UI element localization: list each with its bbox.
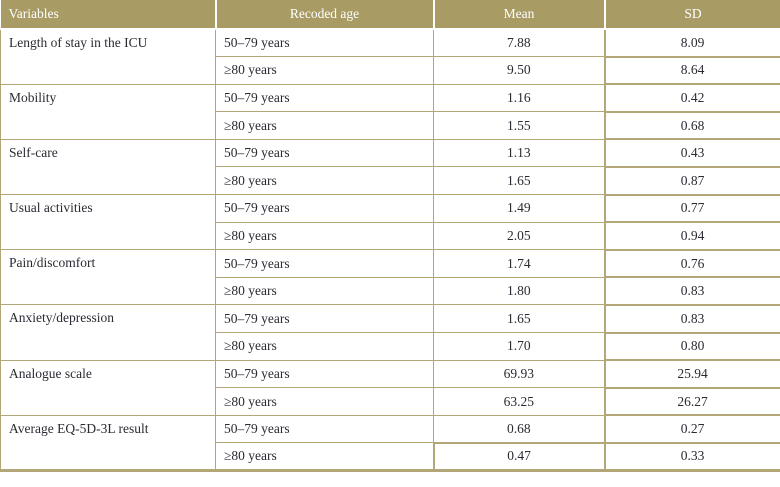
- table-body: Length of stay in the ICU 50–79 years 7.…: [0, 28, 780, 472]
- table-row: ≥80 years 9.50 8.64: [1, 55, 780, 86]
- mean-cell: 1.65: [433, 304, 605, 334]
- table-row: ≥80 years 63.25 26.27: [1, 386, 780, 417]
- variable-label: Pain/discomfort: [0, 249, 216, 306]
- variable-label: Average EQ-5D-3L result: [0, 414, 216, 472]
- mean-cell: 2.05: [433, 221, 605, 251]
- sd-cell: 8.09: [603, 28, 780, 58]
- table-row: Pain/discomfort 50–79 years 1.74 0.76: [0, 248, 780, 306]
- mean-cell: 7.88: [433, 28, 605, 58]
- mean-cell: 1.16: [433, 83, 605, 113]
- age-cell: ≥80 years: [215, 276, 434, 306]
- sd-cell: 0.87: [603, 165, 780, 196]
- sd-cell: 0.80: [603, 331, 780, 362]
- table-row: ≥80 years 1.65 0.87: [1, 165, 780, 196]
- mean-cell: 9.50: [433, 56, 605, 85]
- header-row: Variables Recoded age Mean SD: [0, 0, 780, 30]
- sd-cell: 8.64: [603, 55, 780, 86]
- age-cell: 50–79 years: [215, 28, 434, 58]
- age-cell: 50–79 years: [215, 194, 434, 223]
- variable-label: Length of stay in the ICU: [0, 28, 216, 85]
- sd-cell: 0.68: [603, 110, 780, 141]
- age-cell: 50–79 years: [215, 359, 434, 389]
- mean-cell: 63.25: [433, 387, 605, 416]
- mean-cell: 1.70: [433, 332, 605, 361]
- header-mean: Mean: [433, 0, 606, 30]
- mean-cell: 1.80: [433, 276, 605, 306]
- mean-cell: 1.55: [433, 111, 605, 140]
- table-row: Usual activities 50–79 years 1.49 0.77: [0, 193, 780, 251]
- mean-cell: 0.47: [432, 441, 606, 472]
- table-row: Mobility 50–79 years 1.16 0.42: [0, 83, 780, 140]
- sd-cell: 0.42: [603, 83, 780, 113]
- header-sd: SD: [604, 0, 780, 30]
- age-cell: ≥80 years: [215, 332, 434, 361]
- table-row: Analogue scale 50–79 years 69.93 25.94: [0, 359, 780, 416]
- table-row: ≥80 years 1.80 0.83: [1, 276, 780, 306]
- statistics-table: Variables Recoded age Mean SD Length of …: [0, 0, 780, 472]
- variable-label: Self-care: [0, 138, 216, 196]
- age-cell: 50–79 years: [215, 249, 434, 278]
- variable-label: Usual activities: [0, 194, 216, 251]
- sd-cell: 0.94: [603, 221, 780, 251]
- variable-label: Mobility: [0, 83, 216, 140]
- sd-cell: 0.77: [603, 193, 780, 224]
- sd-cell: 25.94: [603, 359, 780, 389]
- header-variables: Variables: [0, 0, 217, 30]
- table-row: Anxiety/depression 50–79 years 1.65 0.83: [0, 303, 780, 361]
- mean-cell: 1.49: [433, 194, 605, 223]
- sd-cell: 0.27: [603, 414, 780, 444]
- age-cell: ≥80 years: [215, 56, 434, 85]
- sd-cell: 0.33: [603, 441, 780, 472]
- header-recoded-age: Recoded age: [215, 0, 435, 30]
- age-cell: 50–79 years: [215, 138, 434, 168]
- table-row: Self-care 50–79 years 1.13 0.43: [0, 138, 780, 196]
- mean-cell: 69.93: [433, 359, 605, 389]
- age-cell: 50–79 years: [215, 304, 434, 334]
- table-row: ≥80 years 1.55 0.68: [1, 110, 780, 141]
- age-cell: ≥80 years: [215, 442, 434, 471]
- age-cell: ≥80 years: [215, 166, 434, 196]
- sd-cell: 0.43: [603, 138, 780, 168]
- mean-cell: 1.74: [433, 249, 605, 278]
- table-row: Length of stay in the ICU 50–79 years 7.…: [0, 28, 780, 85]
- sd-cell: 0.83: [603, 303, 780, 334]
- mean-cell: 0.68: [433, 414, 605, 444]
- mean-cell: 1.13: [433, 138, 605, 168]
- age-cell: ≥80 years: [215, 387, 434, 416]
- table-row: ≥80 years 0.47 0.33: [1, 441, 780, 472]
- mean-cell: 1.65: [433, 166, 605, 196]
- sd-cell: 0.76: [603, 248, 780, 279]
- age-cell: ≥80 years: [215, 221, 434, 251]
- age-cell: ≥80 years: [215, 111, 434, 140]
- table-row: Average EQ-5D-3L result 50–79 years 0.68…: [0, 414, 780, 472]
- variable-label: Anxiety/depression: [0, 304, 216, 361]
- sd-cell: 0.83: [603, 276, 780, 306]
- age-cell: 50–79 years: [215, 414, 434, 444]
- variable-label: Analogue scale: [0, 359, 216, 416]
- table-row: ≥80 years 2.05 0.94: [1, 221, 780, 251]
- sd-cell: 26.27: [603, 386, 780, 417]
- table-header: Variables Recoded age Mean SD: [0, 0, 780, 30]
- age-cell: 50–79 years: [215, 83, 434, 113]
